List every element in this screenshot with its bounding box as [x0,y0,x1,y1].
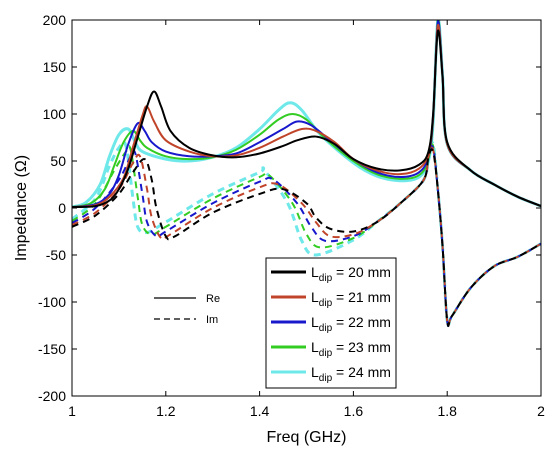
x-tick-label: 1.4 [250,403,270,419]
plot-series-group [72,20,541,328]
x-tick-label: 1.6 [344,403,364,419]
legend-label: Ldip = 24 mm [311,364,391,384]
series-im-line [72,146,541,327]
y-tick-label: -100 [38,294,66,310]
y-tick-label: -200 [38,388,66,404]
y-tick-label: -50 [46,247,66,263]
x-tick-label: 1.2 [156,403,176,419]
series-legend: Ldip = 20 mm Ldip = 21 mm Ldip = 22 mm Ldip… [265,257,397,389]
y-tick-label: 100 [43,106,67,122]
legend-label: Ldip = 22 mm [311,314,391,334]
x-tick-label: 2 [537,403,545,419]
legend-label: Ldip = 21 mm [311,289,391,309]
series-im-line [72,148,541,327]
x-axis-label: Freq (GHz) [267,429,347,446]
y-axis-label: Impedance (Ω) [13,155,30,261]
legend-label: Ldip = 23 mm [311,339,391,359]
style-legend-label: Im [206,314,218,326]
y-tick-label: 50 [50,153,66,169]
style-legend-label: Re [206,293,220,305]
legend-label: Ldip = 20 mm [311,264,391,284]
y-tick-label: -150 [38,341,66,357]
axis-ticks: 1 1.2 1.4 1.6 1.8 2 200 150 100 50 0 -50 -100 -150 -20… [38,12,545,419]
y-tick-label: 0 [58,200,66,216]
x-tick-label: 1.8 [437,403,457,419]
y-tick-label: 150 [43,59,67,75]
y-tick-label: 200 [43,12,67,28]
series-im-line [72,140,541,328]
line-style-legend: Re Im [154,293,220,326]
series-re-line [72,29,541,209]
x-tick-label: 1 [68,403,76,419]
